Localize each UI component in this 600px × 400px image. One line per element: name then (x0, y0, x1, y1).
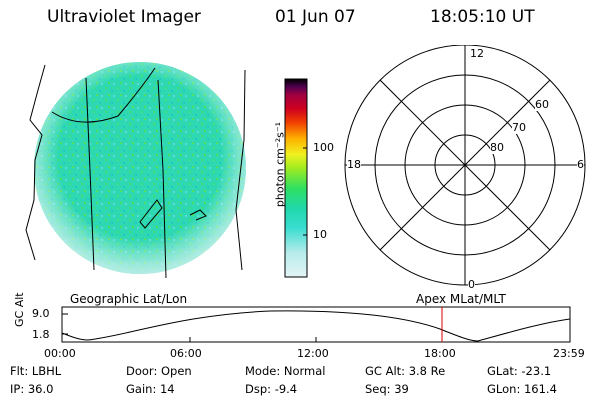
status-seq: Seq: 39 (365, 382, 409, 396)
orbit-ylabel: GC Alt (13, 292, 26, 327)
orbit-ytick-1.8: 1.8 (32, 328, 50, 341)
mlt-label-bottom: 0 (468, 278, 475, 291)
orbit-xtick-1800: 18:00 (424, 347, 456, 360)
colorbar-tick-100: 100 (313, 141, 334, 154)
status-glon: GLon: 161.4 (487, 382, 557, 396)
instrument-title: Ultraviolet Imager (47, 7, 201, 27)
status-ip: IP: 36.0 (10, 382, 54, 396)
color-bar (284, 78, 308, 278)
colorbar-tick-10: 10 (313, 228, 327, 241)
status-glat: GLat: -23.1 (487, 364, 552, 378)
status-dsp: Dsp: -9.4 (245, 382, 298, 396)
gc-alt-orbit-plot (61, 306, 571, 343)
mlt-label-right: 6 (577, 158, 584, 171)
colorbar-unit-label: photon cm⁻²s⁻¹ (273, 121, 287, 208)
orbit-xtick-0000: 00:00 (44, 347, 76, 360)
orbit-xtick-1200: 12:00 (297, 347, 329, 360)
altitude-curve (61, 310, 571, 342)
apex-polar-plot (344, 45, 586, 286)
mlat-label-60: 60 (535, 98, 549, 111)
mlt-label-top: 12 (470, 47, 484, 60)
coastline-lines (25, 64, 246, 279)
geographic-image-panel (25, 62, 246, 279)
status-gc-alt: GC Alt: 3.8 Re (365, 364, 446, 378)
geo-panel-caption: Geographic Lat/Lon (70, 292, 188, 306)
mlt-diag-2 (379, 79, 551, 251)
orbit-xtick-2359: 23:59 (553, 347, 585, 360)
status-flt: Flt: LBHL (10, 364, 62, 378)
mlt-label-left: 18 (347, 158, 361, 171)
date-label: 01 Jun 07 (275, 7, 356, 27)
status-gain: Gain: 14 (126, 382, 175, 396)
mlat-label-80: 80 (490, 141, 504, 154)
apex-panel-caption: Apex MLat/MLT (416, 292, 506, 306)
time-label: 18:05:10 UT (430, 7, 535, 27)
status-door: Door: Open (126, 364, 192, 378)
orbit-xtick-0600: 06:00 (170, 347, 202, 360)
mlat-label-70: 70 (512, 121, 526, 134)
orbit-ytick-9: 9.0 (32, 307, 50, 320)
status-mode: Mode: Normal (245, 364, 326, 378)
